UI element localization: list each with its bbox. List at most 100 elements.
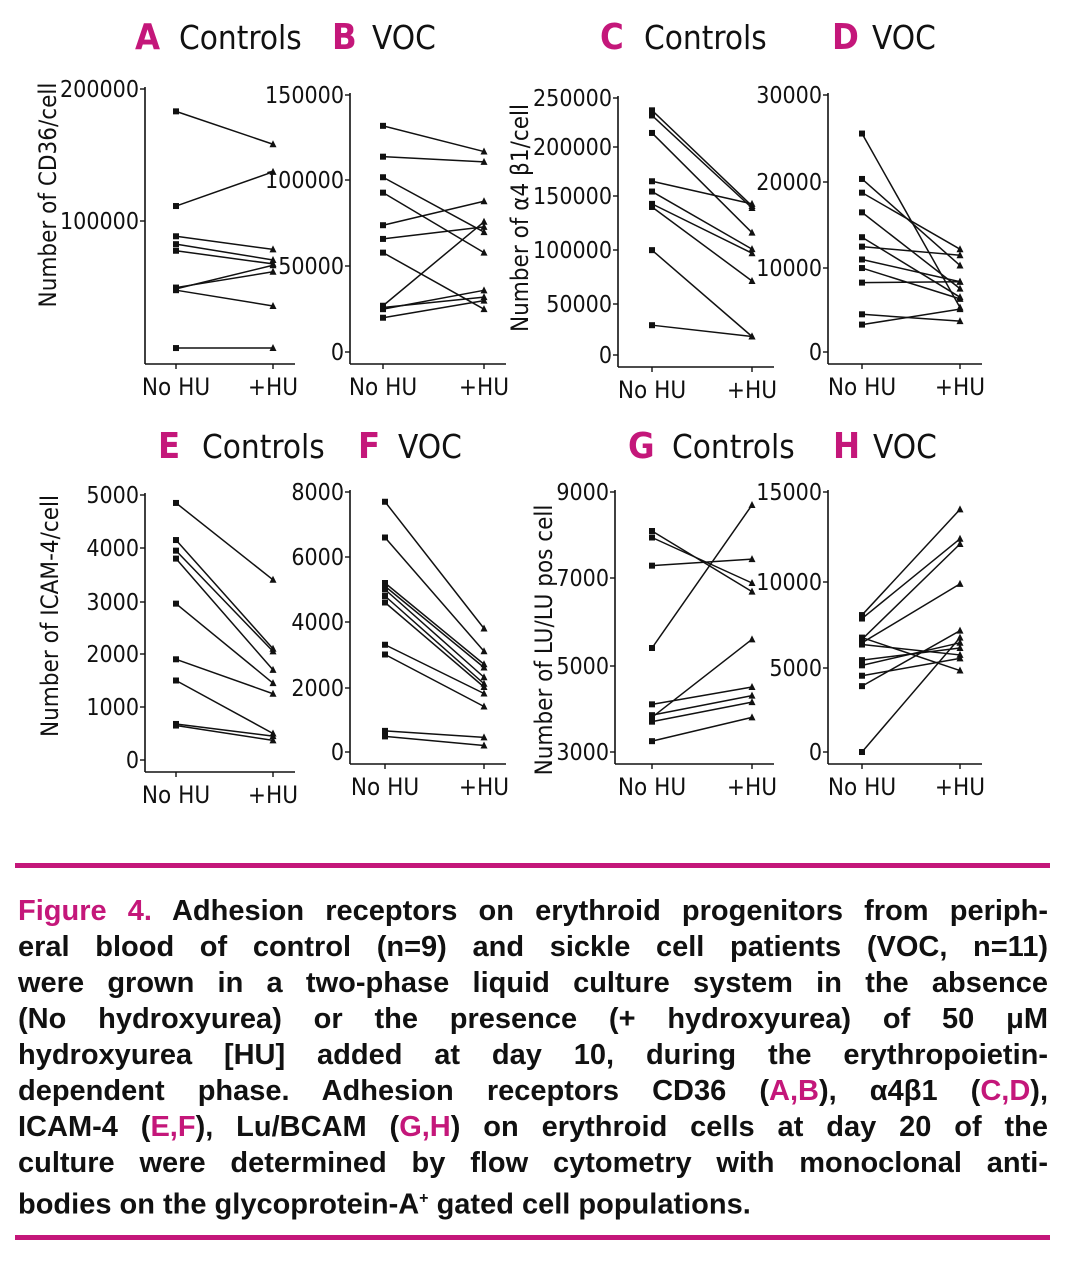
data-point [480,624,488,632]
data-point [480,228,488,236]
series-line [175,171,274,207]
x-tick-label: +HU [248,781,298,809]
y-tick-label: 30000 [756,83,822,109]
data-point [649,528,655,534]
y-axis-label: Number of CD36/cell [34,83,62,308]
data-point [382,583,388,590]
caption-top-rule [15,863,1050,868]
series-line [651,109,753,207]
data-point [173,677,179,684]
series-line [861,281,961,284]
y-tick-label: 8000 [291,480,344,506]
series-line [175,603,274,684]
data-point [748,555,756,563]
series-line [651,249,753,338]
data-point [382,727,388,734]
series-line [861,636,961,672]
data-point [748,691,756,699]
caption-line: bodies on the glycoprotein-A+ gated cell… [18,1181,1048,1223]
data-point [748,698,756,706]
x-tick-label: No HU [828,773,896,801]
series-line [384,644,485,695]
caption-line: hydroxyurea [HU] added at day 10, during… [18,1037,1048,1073]
y-tick-label: 200000 [533,135,612,161]
series-line [384,582,485,665]
series-line [382,125,485,153]
data-point [380,189,386,196]
series-line [651,180,753,205]
x-tick-label: +HU [727,376,777,404]
panel-letter: G [628,426,655,467]
data-point [480,647,488,655]
x-tick-label: No HU [142,373,210,401]
data-point [480,222,488,230]
panel-f: 8000 6000 4000 2000 0 No HU +HU F VOC [291,426,509,801]
series-line [861,258,961,283]
series-line [382,226,485,240]
data-point [956,505,964,513]
y-tick-label: 4000 [86,536,139,562]
caption-accent-text: C,D [980,1075,1031,1107]
data-point [480,733,488,741]
data-point [748,332,756,340]
series-line [861,308,961,326]
y-tick-label: 20000 [756,170,822,196]
series-line [651,132,753,234]
data-point [748,245,756,253]
caption-accent-text: G,H [399,1111,451,1143]
data-point [380,249,386,256]
caption-accent-text: E,F [150,1111,196,1143]
data-point [956,654,964,662]
data-point [956,245,964,253]
data-point [269,167,277,175]
y-tick-label: 6000 [291,545,344,571]
y-tick-label: 10000 [756,256,822,282]
panel-letter: H [833,426,860,467]
data-point [956,644,964,651]
panel-letter: F [358,426,380,467]
data-point [269,267,277,275]
data-point [649,322,655,329]
caption-line: were grown in a two-phase liquid culture… [18,965,1048,1001]
y-tick-label: 2000 [291,676,344,702]
panel-letter: E [158,426,180,467]
caption-text: ), α4β1 ( [818,1075,981,1107]
y-tick-label: 5000 [556,654,609,680]
data-point [480,689,488,697]
data-point [956,251,964,259]
data-point [269,245,277,253]
y-tick-label: 200000 [60,77,139,103]
data-point [649,129,655,136]
data-point [480,296,488,304]
data-point [173,233,179,240]
data-point [380,306,386,313]
data-point [649,247,655,254]
series-line [175,679,274,735]
series-line [861,637,961,753]
panel-title: Controls [644,18,767,57]
data-point [269,261,277,269]
data-point [173,600,179,607]
data-point [649,701,655,708]
y-tick-label: 0 [809,340,822,366]
data-point [649,203,655,210]
data-point [859,279,865,286]
panel-title: VOC [873,427,937,466]
data-point [956,638,964,646]
caption-text: (No hydroxyurea) or the presence (+ hydr… [18,1003,1048,1035]
series-line [175,243,274,261]
data-point [269,301,277,309]
y-tick-label: 150000 [533,184,612,210]
series-line [175,502,274,581]
data-point [649,188,655,195]
data-point [382,641,388,648]
series-line [384,595,485,685]
data-point [748,683,756,690]
series-line [175,264,274,290]
data-point [480,248,488,256]
data-point [173,499,179,506]
x-tick-label: +HU [727,773,777,801]
series-line [175,658,274,695]
series-line [651,638,753,718]
